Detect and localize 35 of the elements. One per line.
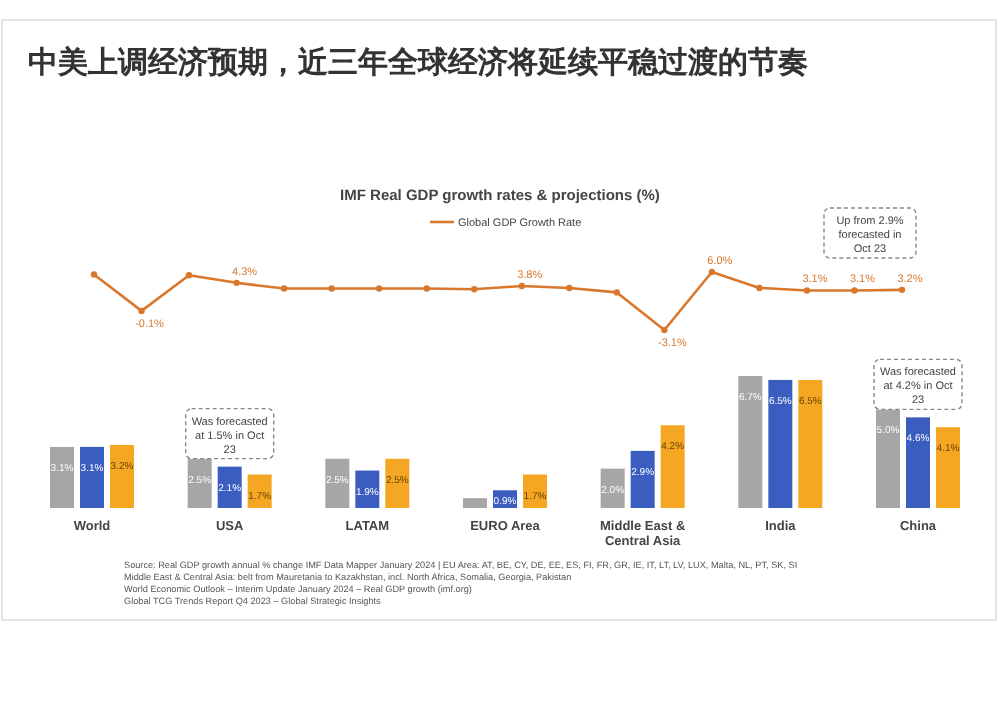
point [471, 286, 478, 293]
bar [385, 458, 410, 508]
point [423, 285, 430, 292]
point [851, 287, 858, 294]
point [803, 287, 811, 294]
point [375, 285, 383, 292]
bar [738, 376, 763, 508]
chart-title: 中美上调经济预期，近三年全球经济将延续平稳过渡的节奏 [28, 44, 808, 80]
point [138, 307, 145, 315]
bar [876, 409, 900, 508]
point [185, 271, 193, 279]
bar [630, 450, 655, 508]
point [566, 284, 573, 292]
point [90, 271, 98, 278]
bar [768, 379, 793, 508]
bar [906, 417, 930, 508]
point [613, 289, 621, 296]
point [280, 285, 288, 292]
bar [936, 427, 960, 508]
bar [660, 425, 685, 508]
point [233, 279, 240, 287]
point [661, 326, 668, 334]
bar [187, 458, 212, 508]
point [328, 285, 335, 292]
bar [80, 446, 104, 508]
point [518, 282, 525, 290]
point [708, 268, 716, 276]
bar [110, 444, 134, 508]
point [898, 286, 906, 294]
bar [217, 466, 242, 508]
bar [463, 498, 487, 508]
bar [325, 458, 350, 508]
bar [50, 446, 74, 508]
point [756, 284, 763, 292]
bar [798, 379, 823, 508]
